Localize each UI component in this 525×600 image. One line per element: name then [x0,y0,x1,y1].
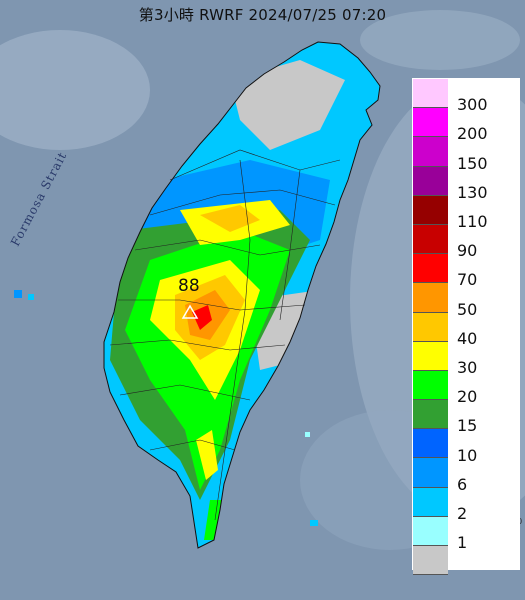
cloud-northwest [0,30,150,150]
legend-swatch [413,516,448,546]
legend-swatch [413,458,448,488]
legend-label: 110 [457,212,488,231]
island-outline [103,41,381,549]
legend-swatch [413,79,448,109]
legend-label: 30 [457,358,478,377]
legend-swatch [413,370,448,401]
legend-label: 1 [457,533,468,553]
county-boundaries [109,149,341,521]
map-title: 第3小時 RWRF 2024/07/25 07:20 [138,6,387,24]
legend-label: 50 [457,299,478,319]
legend-swatch [413,487,448,517]
legend-swatch [413,312,448,342]
legend-swatch [413,546,448,576]
legend-swatch [413,254,448,284]
legend-label: 15 [457,416,478,436]
legend-label: 10 [457,445,478,465]
legend-label: 200 [457,124,488,144]
legend-swatch [413,195,448,225]
legend-label: 6 [457,474,468,494]
penghu-rain-blob [14,290,22,298]
legend-label: 70 [457,270,478,290]
legend-swatch [413,429,448,459]
legend-swatch [413,400,448,430]
peak-rainfall-value: 88 [178,276,200,296]
legend-label: 90 [457,241,478,261]
legend-label: 130 [457,182,488,202]
legend-label: 20 [457,387,478,407]
rainfall-legend: 300 200 150 130 110 90 70 50 40 30 20 15 10 6 2 1 [412,78,520,576]
legend-swatch [413,166,448,196]
legend-label: 150 [457,153,488,173]
legend-label: 300 [457,95,488,115]
cloud-northeast [360,10,520,70]
legend-swatch [413,283,448,313]
legend-swatch [413,224,448,255]
legend-swatch [413,137,448,167]
legend-label: 40 [457,328,478,348]
legend-swatches [413,79,448,576]
peak-marker-icon [181,304,199,319]
legend-label: 2 [457,504,468,523]
legend-swatch [413,108,448,138]
legend-swatch [413,341,448,371]
